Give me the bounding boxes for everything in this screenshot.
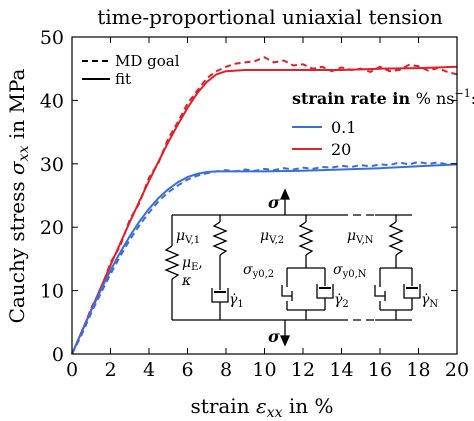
branch2-dashpot-cup — [316, 284, 334, 299]
x-tick-label: 0 — [66, 359, 78, 381]
series-line-blue-dashed — [71, 160, 458, 355]
series-layer — [71, 56, 458, 355]
legend-rate-0-1: 0.1 — [331, 118, 356, 137]
chart-title: time-proportional uniaxial tension — [97, 5, 443, 29]
x-tick-label: 18 — [406, 359, 430, 381]
branch1-spring — [212, 221, 228, 256]
rheology-labels: σ σ μV,1 μV,2 μV,N μE, κ σy0,2 σy0,N γ̇1… — [176, 193, 438, 346]
branchN-friction — [374, 285, 385, 297]
x-tick-label: 20 — [445, 359, 469, 381]
y-tick-label: 10 — [40, 281, 64, 303]
x-tick-label: 12 — [291, 359, 315, 381]
y-tick-label: 20 — [40, 217, 64, 239]
gammaN-label: γ̇N — [421, 292, 438, 310]
mu-e-label: μE, — [182, 255, 203, 273]
legend-fit-label: fit — [115, 70, 131, 88]
elastic-spring — [164, 245, 180, 280]
sigma-bottom-arrow-head — [279, 335, 291, 347]
mu-vN-label: μV,N — [347, 228, 374, 246]
branch2-spring — [298, 221, 314, 256]
x-tick-label: 8 — [220, 359, 232, 381]
sigma-bottom-label: σ — [268, 327, 280, 346]
y-axis-title: Cauchy stress σxx in MPa — [5, 69, 32, 324]
branchN-dashpot-cup — [403, 284, 421, 299]
mu-v2-label: μV,2 — [260, 228, 284, 246]
y-tick-label: 40 — [40, 90, 64, 112]
series-line-blue-solid — [71, 163, 458, 355]
x-tick-label: 16 — [368, 359, 392, 381]
x-tick-label: 4 — [143, 359, 155, 381]
kappa-label: κ — [181, 273, 191, 289]
series-line-red-solid — [71, 65, 458, 355]
sigma-top-label: σ — [268, 193, 280, 212]
x-axis-title: strain εxx in % — [191, 394, 334, 421]
gamma1-label: γ̇1 — [229, 292, 244, 310]
x-tick-label: 2 — [104, 359, 116, 381]
branch1-dashpot-cup — [211, 288, 229, 303]
legend-strain-rate: strain rate in % ns−1: 0.1 20 — [292, 87, 474, 159]
x-tick-label: 14 — [329, 359, 353, 381]
gamma2-label: γ̇2 — [334, 292, 349, 310]
legend-md-goal-label: MD goal — [115, 52, 180, 70]
legend-rate-20: 20 — [331, 140, 351, 159]
y-tick-label: 0 — [52, 344, 64, 366]
sigma-y0N-label: σy0,N — [333, 262, 367, 280]
branchN-spring — [388, 221, 404, 256]
sigma-y02-label: σy0,2 — [243, 262, 274, 280]
x-tick-label: 6 — [181, 359, 193, 381]
y-tick-label: 30 — [40, 154, 64, 176]
legend-rate-title: strain rate in % ns−1: — [292, 87, 474, 108]
y-tick-label: 50 — [40, 27, 64, 49]
rheology-diagram — [164, 188, 421, 347]
series-line-red-dashed — [71, 56, 458, 355]
ticks-layer: 0 2 4 6 8 10 12 14 16 18 20 0 10 20 30 40 50 — [40, 27, 469, 381]
sigma-top-arrow-head — [279, 188, 291, 200]
legend-line-style: MD goal fit — [82, 52, 180, 88]
mu-v1-label: μV,1 — [176, 228, 200, 246]
x-tick-label: 10 — [252, 359, 276, 381]
branch2-friction — [281, 285, 292, 297]
